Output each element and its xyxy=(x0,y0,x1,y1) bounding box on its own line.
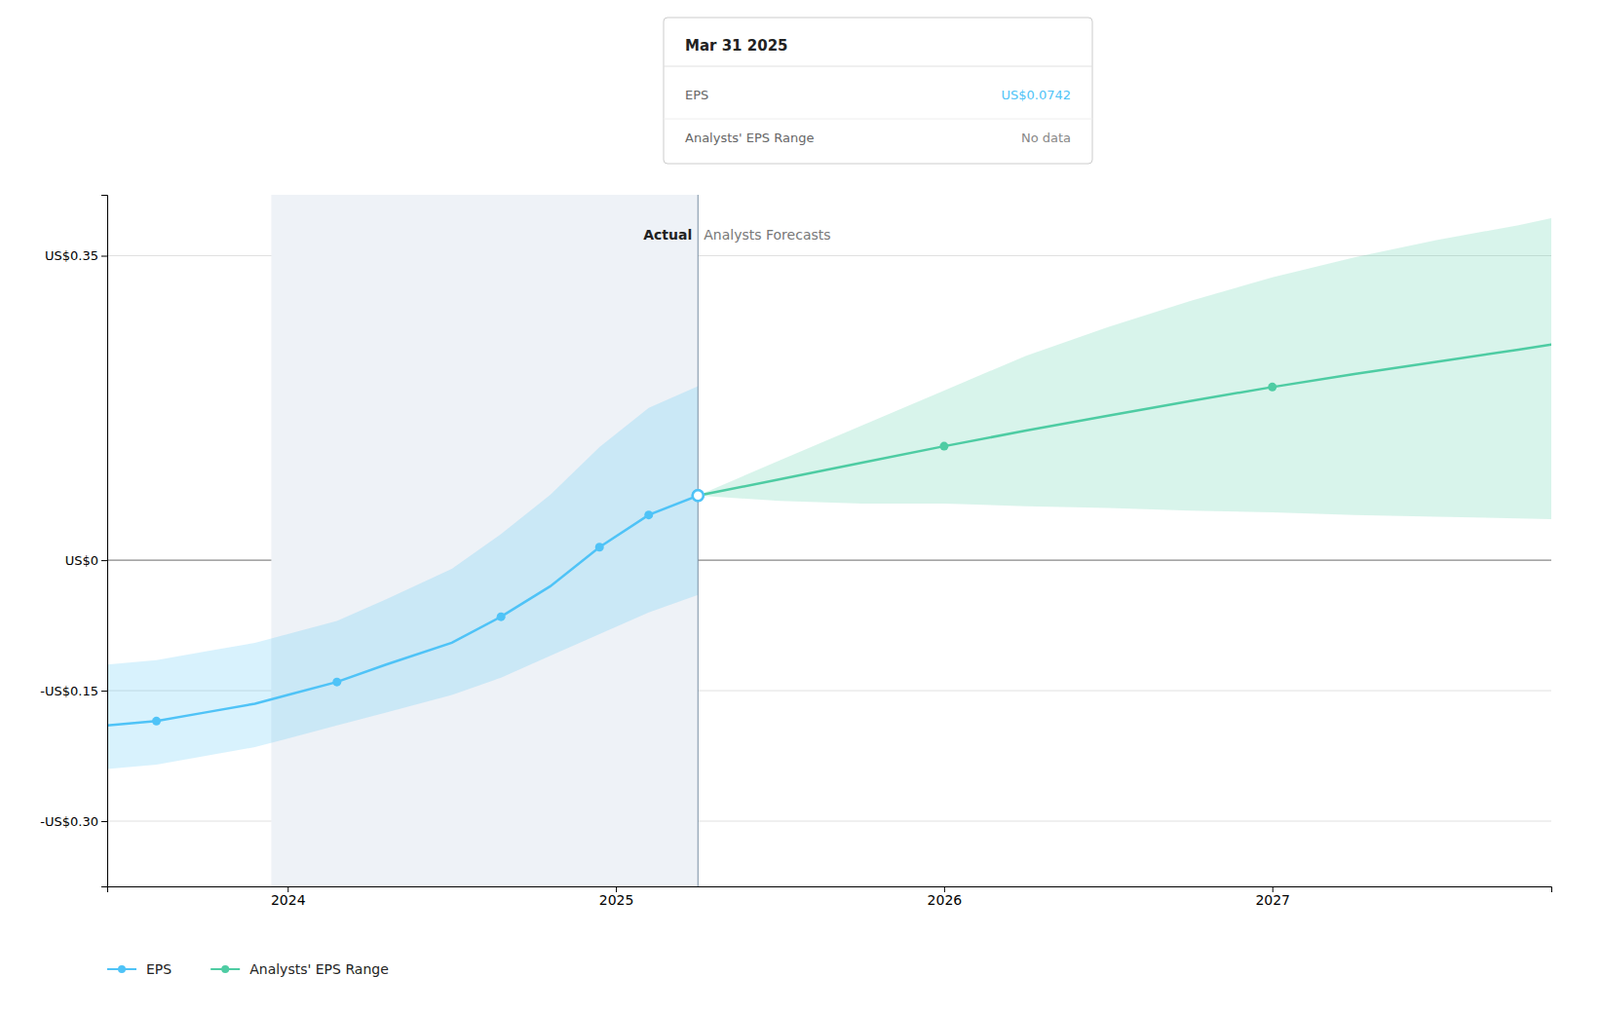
data-point xyxy=(939,442,949,452)
y-tick: US$0 xyxy=(65,553,108,569)
y-tick: -US$0.30 xyxy=(39,814,108,830)
chart: 2024 2025 2026 2027 -US$0.30 -US$0.15 US$0 US$0… xyxy=(0,0,1600,1013)
annotation: Actual xyxy=(643,227,692,243)
y-tick-mark xyxy=(101,821,108,823)
tooltip-box xyxy=(663,17,1093,164)
tooltip-value: No data xyxy=(1021,130,1071,146)
x-axis: 2024 2025 2026 2027 xyxy=(108,886,1553,909)
annotation: Analysts Forecasts xyxy=(703,227,831,243)
tooltip-separator xyxy=(663,66,1093,68)
x-tick: 2027 xyxy=(1255,886,1291,909)
x-axis-line xyxy=(108,887,1553,894)
y-tick-mark xyxy=(101,256,108,258)
legend-swatch-dot xyxy=(221,965,229,974)
x-tick-label: 2027 xyxy=(1255,892,1291,909)
tooltip-title: Mar 31 2025 xyxy=(685,37,789,55)
x-tick-label: 2026 xyxy=(927,892,963,909)
legend-item: EPS xyxy=(107,961,172,978)
tooltip-label: EPS xyxy=(685,87,709,103)
data-point xyxy=(152,717,161,726)
divider-line xyxy=(697,194,699,887)
tooltip: Mar 31 2025 EPS US$0.0742 Analysts' EPS Ran… xyxy=(663,17,1093,164)
series-line xyxy=(697,344,1552,496)
data-point xyxy=(595,542,605,552)
x-tick: 2025 xyxy=(599,886,635,909)
data-point xyxy=(1267,382,1277,392)
x-tick: 2024 xyxy=(270,886,306,909)
x-tick: 2026 xyxy=(927,886,963,909)
data-point xyxy=(692,490,704,501)
data-point xyxy=(644,510,653,520)
y-tick: -US$0.15 xyxy=(39,684,108,699)
data-point xyxy=(332,678,342,687)
legend-label: EPS xyxy=(146,961,172,978)
legend: EPS Analysts' EPS Range xyxy=(107,961,389,978)
legend-swatch-dot xyxy=(117,965,126,974)
y-tick-label: US$0.35 xyxy=(44,248,99,264)
legend-item: Analysts' EPS Range xyxy=(210,961,389,978)
tooltip-value: US$0.0742 xyxy=(1000,87,1071,103)
y-tick-mark xyxy=(101,690,108,692)
y-tick-label: US$0 xyxy=(65,553,99,569)
range-band xyxy=(107,385,698,769)
x-tick-label: 2024 xyxy=(270,892,306,909)
series-line xyxy=(107,495,698,726)
x-tick-label: 2025 xyxy=(599,892,635,909)
annotations: Actual Analysts Forecasts xyxy=(643,227,831,243)
data-point xyxy=(496,612,506,622)
y-tick-label: -US$0.30 xyxy=(39,814,99,830)
range-band xyxy=(697,218,1552,520)
y-axis: -US$0.30 -US$0.15 US$0 US$0.35 xyxy=(39,195,108,888)
data-point xyxy=(692,490,704,501)
y-tick-label: -US$0.15 xyxy=(39,684,99,699)
y-axis-line xyxy=(101,195,109,888)
y-tick-mark xyxy=(101,560,108,562)
tooltip-label: Analysts' EPS Range xyxy=(685,130,814,146)
plot: 2024 2025 2026 2027 -US$0.30 -US$0.15 US$0 US$0… xyxy=(39,194,1552,909)
tooltip-separator xyxy=(663,118,1093,120)
y-tick: US$0.35 xyxy=(44,248,108,264)
marks xyxy=(107,194,1552,887)
legend-label: Analysts' EPS Range xyxy=(249,961,389,978)
